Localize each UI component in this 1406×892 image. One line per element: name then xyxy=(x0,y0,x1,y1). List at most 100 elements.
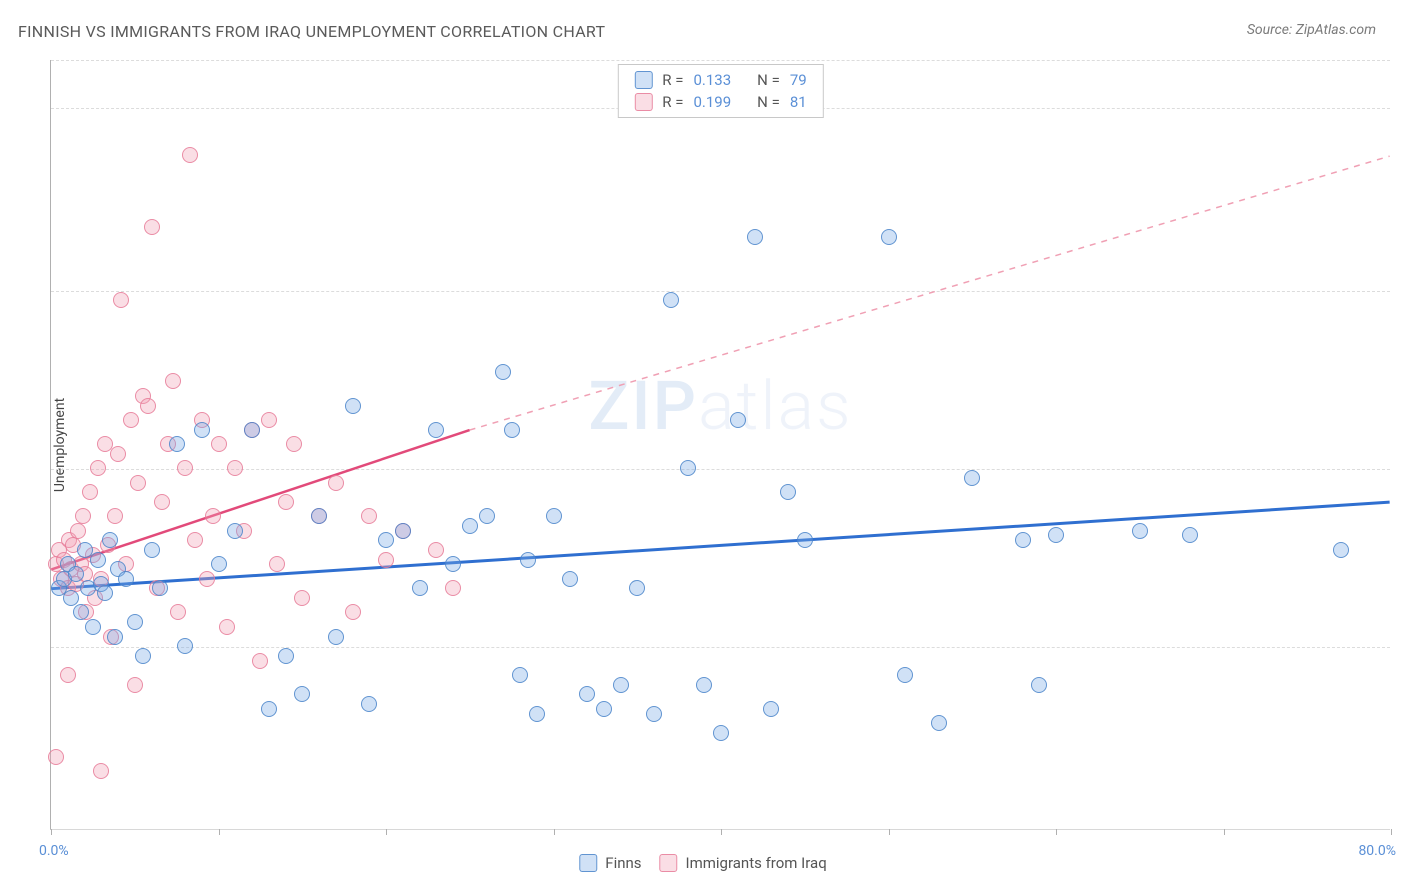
n-value-finns: 79 xyxy=(790,71,807,89)
x-tick xyxy=(1391,829,1392,835)
data-point xyxy=(378,532,394,548)
data-point xyxy=(428,422,444,438)
data-point xyxy=(152,580,168,596)
data-point xyxy=(361,508,377,524)
gridline: 7.5% xyxy=(51,469,1390,470)
data-point xyxy=(90,460,106,476)
x-axis-min-label: 0.0% xyxy=(39,843,69,859)
watermark-bold: ZIP xyxy=(588,366,698,446)
x-tick xyxy=(386,829,387,835)
data-point xyxy=(177,460,193,476)
data-point xyxy=(144,219,160,235)
data-point xyxy=(1015,532,1031,548)
data-point xyxy=(107,508,123,524)
data-point xyxy=(520,552,536,568)
data-point xyxy=(504,422,520,438)
data-point xyxy=(165,373,181,389)
watermark-light: atlas xyxy=(698,366,853,446)
data-point xyxy=(227,523,243,539)
r-value-iraq: 0.199 xyxy=(693,93,731,111)
data-point xyxy=(278,494,294,510)
data-point xyxy=(763,701,779,717)
data-point xyxy=(395,523,411,539)
swatch-blue-icon xyxy=(579,854,597,872)
n-label: N = xyxy=(757,71,780,89)
gridline: 3.8% xyxy=(51,647,1390,648)
x-tick xyxy=(721,829,722,835)
data-point xyxy=(154,494,170,510)
data-point xyxy=(328,475,344,491)
data-point xyxy=(931,715,947,731)
data-point xyxy=(1031,677,1047,693)
x-axis-max-label: 80.0% xyxy=(1358,843,1396,859)
data-point xyxy=(82,484,98,500)
data-point xyxy=(428,542,444,558)
data-point xyxy=(199,571,215,587)
legend-label: Finns xyxy=(605,854,641,872)
n-value-iraq: 81 xyxy=(790,93,807,111)
data-point xyxy=(596,701,612,717)
legend: Finns Immigrants from Iraq xyxy=(579,854,826,872)
r-label: R = xyxy=(662,71,683,89)
gridline: 11.2% xyxy=(51,291,1390,292)
data-point xyxy=(113,292,129,308)
swatch-pink-icon xyxy=(660,854,678,872)
data-point xyxy=(110,446,126,462)
data-point xyxy=(211,436,227,452)
data-point xyxy=(462,518,478,534)
legend-label: Immigrants from Iraq xyxy=(686,854,827,872)
data-point xyxy=(479,508,495,524)
data-point xyxy=(328,629,344,645)
legend-item-iraq: Immigrants from Iraq xyxy=(660,854,827,872)
data-point xyxy=(75,508,91,524)
correlation-stats-box: R = 0.133 N = 79 R = 0.199 N = 81 xyxy=(617,64,823,118)
data-point xyxy=(269,556,285,572)
data-point xyxy=(140,398,156,414)
r-label: R = xyxy=(662,93,683,111)
data-point xyxy=(187,532,203,548)
data-point xyxy=(130,475,146,491)
data-point xyxy=(512,667,528,683)
data-point xyxy=(169,436,185,452)
data-point xyxy=(144,542,160,558)
data-point xyxy=(680,460,696,476)
data-point xyxy=(68,566,84,582)
data-point xyxy=(194,422,210,438)
data-point xyxy=(261,701,277,717)
data-point xyxy=(102,532,118,548)
watermark: ZIPatlas xyxy=(588,366,852,446)
data-point xyxy=(730,412,746,428)
data-point xyxy=(412,580,428,596)
data-point xyxy=(646,706,662,722)
data-point xyxy=(1048,527,1064,543)
data-point xyxy=(964,470,980,486)
data-point xyxy=(244,422,260,438)
stat-row-iraq: R = 0.199 N = 81 xyxy=(634,91,806,113)
data-point xyxy=(294,590,310,606)
data-point xyxy=(90,552,106,568)
data-point xyxy=(881,229,897,245)
stat-row-finns: R = 0.133 N = 79 xyxy=(634,69,806,91)
x-tick xyxy=(554,829,555,835)
data-point xyxy=(1182,527,1198,543)
data-point xyxy=(127,614,143,630)
data-point xyxy=(345,398,361,414)
data-point xyxy=(227,460,243,476)
data-point xyxy=(211,556,227,572)
data-point xyxy=(252,653,268,669)
data-point xyxy=(85,619,101,635)
data-point xyxy=(663,292,679,308)
trend-lines xyxy=(51,60,1390,829)
legend-item-finns: Finns xyxy=(579,854,641,872)
x-tick xyxy=(51,829,52,835)
data-point xyxy=(780,484,796,500)
data-point xyxy=(127,677,143,693)
data-point xyxy=(70,523,86,539)
data-point xyxy=(713,725,729,741)
data-point xyxy=(361,696,377,712)
data-point xyxy=(897,667,913,683)
data-point xyxy=(219,619,235,635)
swatch-blue-icon xyxy=(634,71,652,89)
x-tick xyxy=(1056,829,1057,835)
data-point xyxy=(123,412,139,428)
